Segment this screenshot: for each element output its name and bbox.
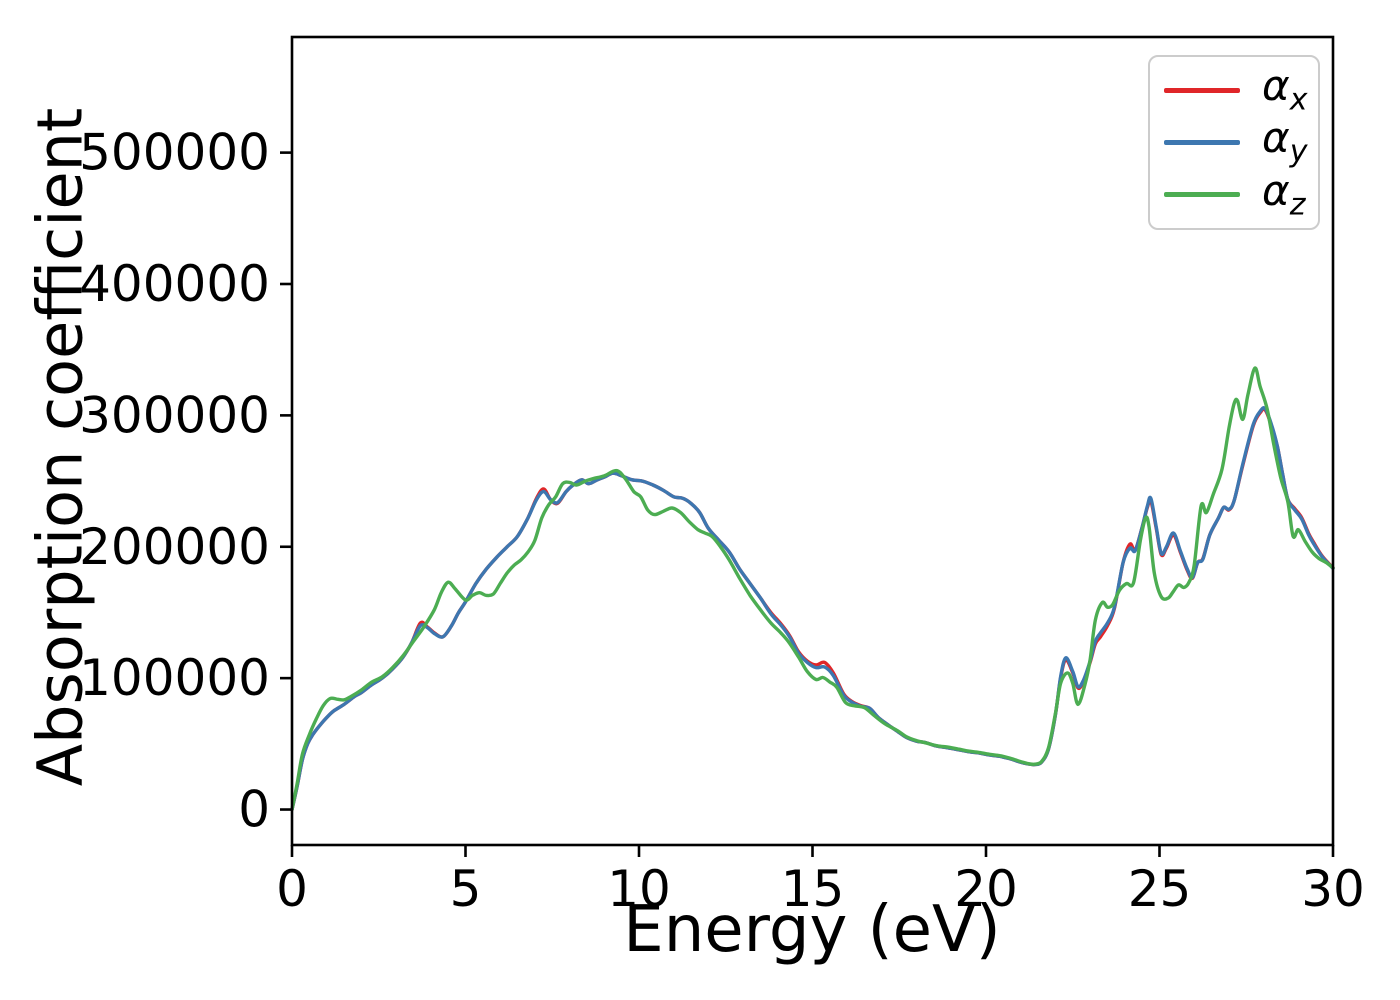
legend-label-alpha-x: αx <box>1262 64 1308 118</box>
legend: αx αy αz <box>1148 55 1320 230</box>
y-axis-title: Absorption coefficient <box>23 107 97 787</box>
x-tick-label: 15 <box>781 860 845 918</box>
y-tick-label: 500000 <box>79 124 270 182</box>
legend-label-alpha-z: αz <box>1262 169 1306 223</box>
y-tick-label: 0 <box>238 781 270 839</box>
legend-symbol-alpha-y: α <box>1262 113 1290 163</box>
legend-sub-z: z <box>1289 187 1306 223</box>
legend-symbol-alpha-z: α <box>1262 165 1290 215</box>
legend-line-alpha-y <box>1164 139 1240 145</box>
legend-line-alpha-x <box>1164 87 1240 93</box>
x-axis-title: Energy (eV) <box>623 893 1001 967</box>
x-tick-label: 0 <box>276 860 308 918</box>
legend-symbol-alpha-x: α <box>1262 60 1290 110</box>
legend-entry-alpha-z: αz <box>1164 169 1318 223</box>
legend-entry-alpha-x: αx <box>1164 64 1318 118</box>
x-tick-label: 5 <box>450 860 482 918</box>
legend-line-alpha-z <box>1164 192 1240 198</box>
x-tick-label: 25 <box>1128 860 1192 918</box>
legend-sub-x: x <box>1289 82 1308 118</box>
x-tick-label: 20 <box>954 860 1018 918</box>
x-tick-label: 10 <box>607 860 671 918</box>
legend-sub-y: y <box>1289 134 1308 170</box>
y-tick-label: 200000 <box>79 518 270 576</box>
y-tick-label: 400000 <box>79 255 270 313</box>
x-tick-label: 30 <box>1301 860 1365 918</box>
y-tick-label: 300000 <box>79 386 270 444</box>
legend-entry-alpha-y: αy <box>1164 117 1318 167</box>
series-alpha-y-line <box>290 406 1335 812</box>
series-alpha-x-line <box>290 407 1335 812</box>
y-tick-label: 100000 <box>79 649 270 707</box>
legend-label-alpha-y: αy <box>1262 117 1307 167</box>
series-alpha-z-line <box>290 366 1335 812</box>
